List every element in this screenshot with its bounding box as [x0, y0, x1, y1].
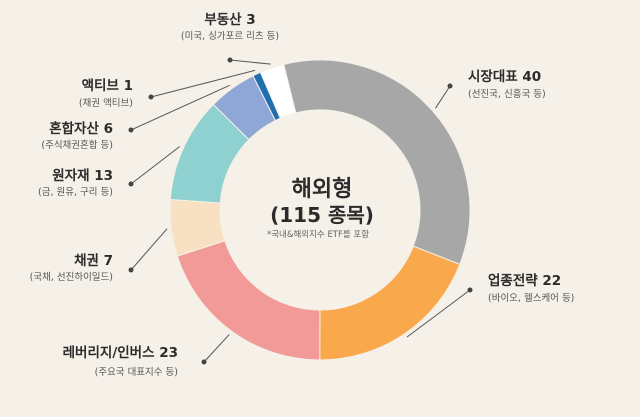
slice-2	[319, 245, 461, 361]
leader-lines	[128, 57, 473, 365]
slice-sublabel-1: (선진국, 신흥국 등)	[468, 88, 546, 100]
leader-dot-3	[201, 359, 207, 365]
chart-subtitle: (115 종목)	[270, 203, 374, 227]
slice-labels: 시장대표 40 (선진국, 신흥국 등) 업종전략 22 (바이오, 헬스케어 등) 레…	[30, 11, 575, 378]
leader-line-3	[203, 334, 230, 363]
leader-dot-2	[467, 287, 473, 293]
leader-dot-5	[128, 181, 134, 187]
slice-label-5: 원자재 13	[52, 168, 113, 184]
slice-8	[259, 63, 297, 119]
slice-sublabel-8: (미국, 싱가포르 리츠 등)	[181, 31, 279, 42]
slice-label-3: 레버리지/인버스 23	[63, 344, 178, 361]
slice-3	[176, 240, 321, 361]
slice-sublabel-2: (바이오, 헬스케어 등)	[488, 293, 574, 304]
slice-sublabel-5: (금, 원유, 구리 등)	[38, 187, 113, 198]
slice-sublabel-6: (주식채권혼합 등)	[41, 139, 113, 151]
leader-line-4	[130, 228, 168, 271]
slice-label-7: 액티브 1	[82, 77, 133, 94]
slice-sublabel-3: (주요국 대표지수 등)	[95, 367, 178, 378]
leader-line-7	[150, 69, 256, 98]
leader-line-8	[229, 59, 271, 65]
leader-line-5	[130, 146, 181, 185]
leader-dot-1	[447, 83, 453, 89]
donut-slices	[169, 59, 471, 361]
chart-title: 해외형	[292, 177, 353, 202]
slice-1	[283, 59, 471, 265]
leader-line-6	[130, 84, 230, 131]
leader-dot-6	[128, 127, 134, 133]
slice-sublabel-4: (국채, 선진하이일드)	[30, 271, 113, 283]
leader-line-2	[406, 289, 471, 338]
leader-dot-7	[148, 94, 154, 100]
slice-sublabel-7: (채권 액티브)	[79, 97, 133, 109]
slice-label-2: 업종전략 22	[488, 272, 561, 289]
slice-label-4: 채권 7	[74, 253, 113, 269]
leader-line-1	[435, 85, 451, 109]
slice-label-1: 시장대표 40	[468, 68, 541, 85]
leader-dot-8	[227, 57, 233, 63]
chart-note: *국내&해외지수 ETF를 포함	[267, 229, 369, 240]
leader-dot-4	[128, 267, 134, 273]
slice-label-6: 혼합자산 6	[49, 120, 113, 137]
slice-label-8: 부동산 3	[204, 11, 255, 28]
